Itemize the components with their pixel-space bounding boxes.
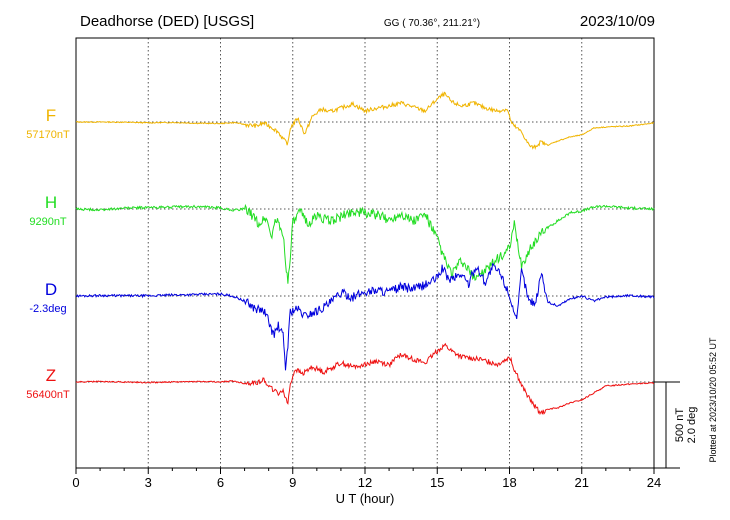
x-tick-label: 0: [72, 475, 79, 490]
x-tick-label: 12: [358, 475, 372, 490]
series-line-d: [75, 263, 655, 371]
station-title: Deadhorse (DED) [USGS]: [80, 13, 254, 30]
x-tick-label: 9: [289, 475, 296, 490]
station-coords: GG ( 70.36°, 211.21°): [384, 18, 480, 29]
x-tick-label: 21: [575, 475, 589, 490]
series-name-f: F: [46, 106, 56, 125]
x-tick-label: 18: [502, 475, 516, 490]
x-tick-label: 15: [430, 475, 444, 490]
scale-nt-label: 500 nT: [674, 408, 686, 443]
series-baseline-h: 9290nT: [29, 216, 67, 228]
series-group: F 57170nT H 9290nT D -2.3deg Z 56400nT: [26, 91, 655, 416]
series-baseline-z: 56400nT: [26, 389, 70, 401]
series-baseline-f: 57170nT: [26, 129, 70, 141]
x-tick-label: 24: [647, 475, 661, 490]
series-line-h: [75, 203, 655, 284]
series-line-f: [75, 91, 654, 151]
x-tick-label: 3: [145, 475, 152, 490]
series-name-h: H: [45, 193, 57, 212]
x-tick-label: 6: [217, 475, 224, 490]
series-name-d: D: [45, 280, 57, 299]
x-axis-ticks: 0 3 6 9 12 15 18 21 24: [72, 468, 661, 490]
x-axis-label: U T (hour): [336, 491, 395, 506]
plot-date: 2023/10/09: [580, 13, 655, 30]
series-line-z: [75, 342, 654, 416]
plotted-at-note: Plotted at 2023/10/20 05:52 UT: [708, 337, 718, 463]
series-name-z: Z: [46, 366, 56, 385]
scale-deg-label: 2.0 deg: [686, 407, 698, 444]
series-baseline-d: -2.3deg: [29, 303, 66, 315]
